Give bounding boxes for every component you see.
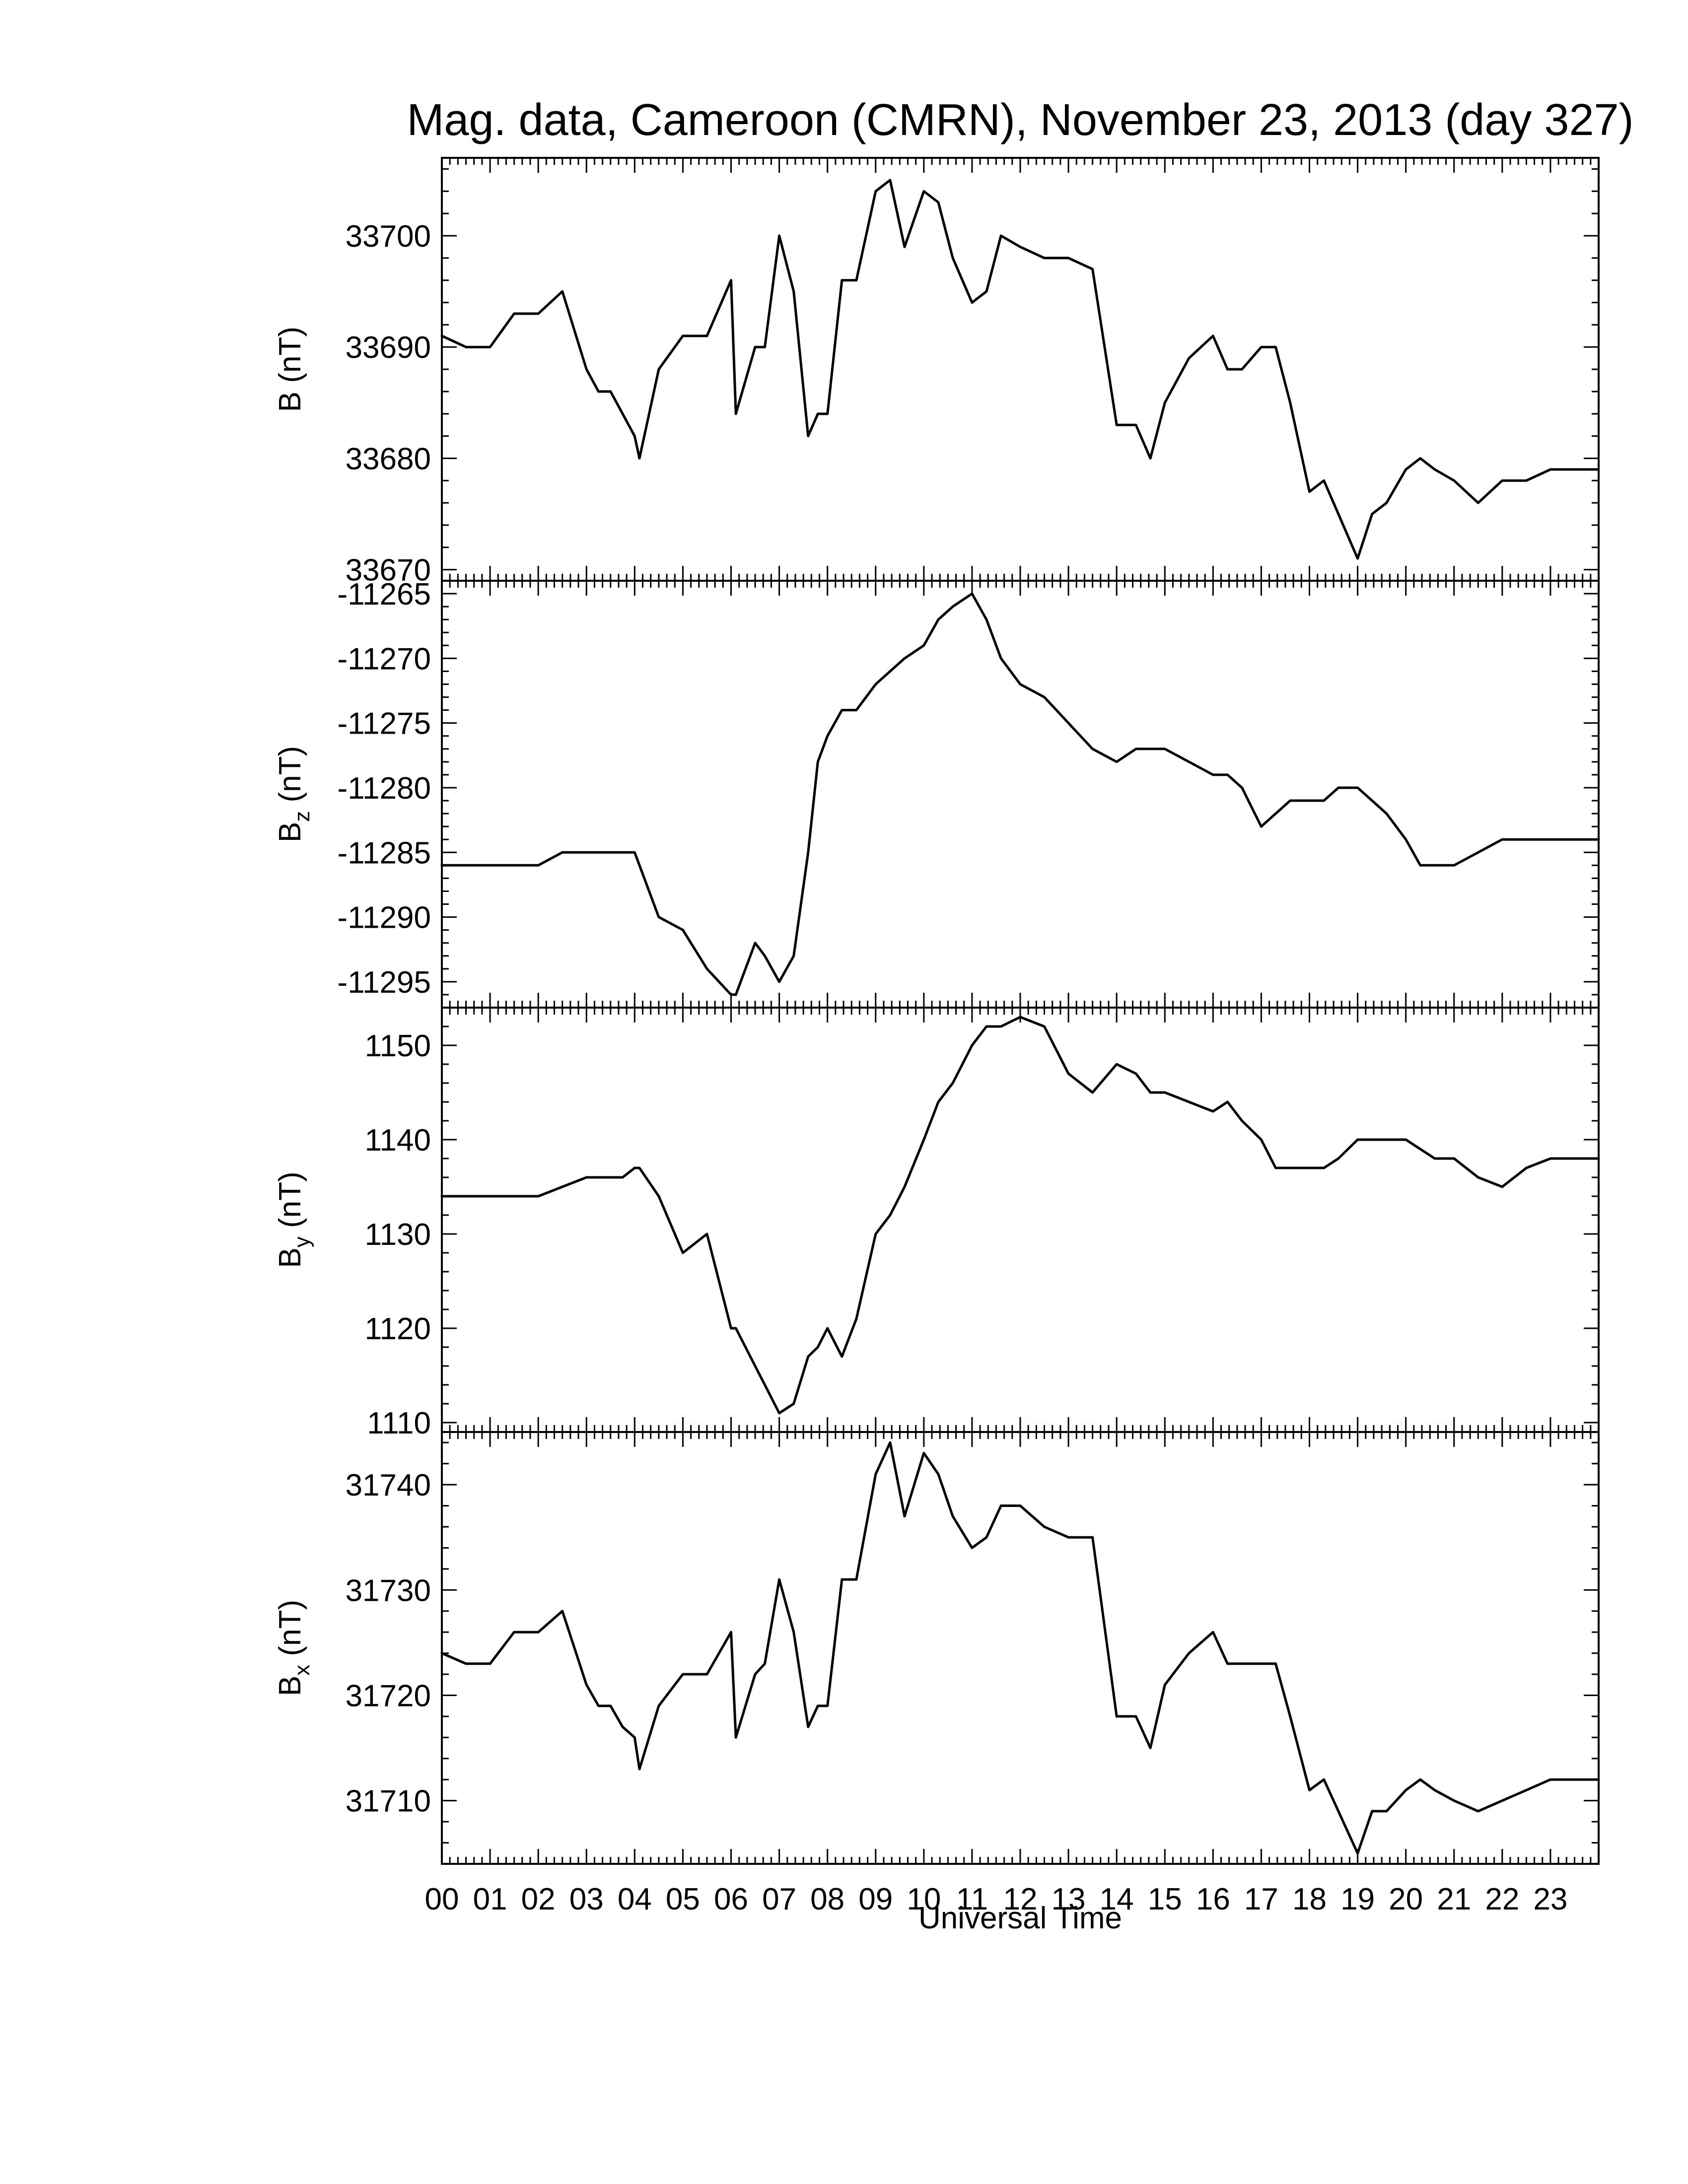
x-tick-label: 16 bbox=[1196, 1882, 1230, 1916]
x-tick-label: 05 bbox=[666, 1882, 700, 1916]
y-tick-label: 33690 bbox=[346, 331, 431, 365]
y-tick-label: 1140 bbox=[365, 1123, 431, 1158]
y-tick-label: 1110 bbox=[367, 1406, 431, 1440]
x-tick-label: 09 bbox=[858, 1882, 893, 1916]
y-tick-label: -11265 bbox=[338, 577, 431, 612]
x-tick-label: 13 bbox=[1052, 1882, 1086, 1916]
y-axis-title: B (nT) bbox=[273, 327, 307, 412]
x-axis-tick-labels: 00 01 02 03 04 05 06 07 08 09 10 11 12 13 14 15 16 17 18 19… bbox=[425, 1882, 1568, 1916]
panel-bx: 31710 31720 31730 31740 Bx (nT) bbox=[273, 1431, 1600, 1865]
y-tick-label: 31710 bbox=[346, 1784, 431, 1819]
x-tick-label: 22 bbox=[1485, 1882, 1519, 1916]
y-axis-title: Bz (nT) bbox=[273, 746, 314, 842]
y-tick-label: 33700 bbox=[346, 219, 431, 254]
y-tick-label: 31720 bbox=[346, 1679, 431, 1713]
x-tick-label: 10 bbox=[907, 1882, 941, 1916]
x-tick-label: 20 bbox=[1389, 1882, 1423, 1916]
y-tick-label: -11290 bbox=[338, 901, 431, 935]
series-line-bz bbox=[440, 592, 1600, 996]
y-tick-label: -11275 bbox=[338, 707, 431, 741]
y-tick-label: 33670 bbox=[346, 553, 431, 588]
x-tick-label: 02 bbox=[521, 1882, 556, 1916]
x-tick-label: 04 bbox=[618, 1882, 652, 1916]
y-tick-label: 1150 bbox=[365, 1029, 431, 1063]
panel-frame bbox=[441, 157, 1600, 582]
y-tick-label: -11285 bbox=[338, 836, 431, 870]
x-tick-label: 15 bbox=[1148, 1882, 1182, 1916]
x-tick-label: 01 bbox=[473, 1882, 507, 1916]
panel-b: 33670 33680 33690 33700 B (nT) bbox=[273, 157, 1600, 588]
x-tick-label: 21 bbox=[1437, 1882, 1471, 1916]
series-line-b bbox=[440, 179, 1600, 560]
x-tick-label: 19 bbox=[1340, 1882, 1375, 1916]
x-tick-label: 18 bbox=[1292, 1882, 1327, 1916]
x-tick-label: 23 bbox=[1533, 1882, 1567, 1916]
y-axis-title: By (nT) bbox=[273, 1171, 314, 1268]
x-tick-label: 14 bbox=[1100, 1882, 1134, 1916]
panel-frame bbox=[441, 580, 1600, 1009]
panel-frame bbox=[441, 1431, 1600, 1865]
panel-by: 1110 1120 1130 1140 1150 By (nT) bbox=[273, 1007, 1600, 1440]
y-tick-label: 31740 bbox=[346, 1468, 431, 1502]
series-line-by bbox=[440, 1016, 1600, 1415]
x-tick-label: 08 bbox=[810, 1882, 844, 1916]
y-axis-title: Bx (nT) bbox=[273, 1600, 314, 1696]
y-tick-label: 31730 bbox=[346, 1573, 431, 1608]
y-tick-label: 1120 bbox=[365, 1312, 431, 1346]
x-tick-label: 07 bbox=[762, 1882, 796, 1916]
panel-frame bbox=[441, 1007, 1600, 1433]
x-axis-title: Universal Time bbox=[918, 1901, 1122, 1935]
y-tick-label: -11295 bbox=[338, 965, 431, 1000]
chart-title: Mag. data, Cameroon (CMRN), November 23,… bbox=[407, 95, 1633, 145]
y-tick-label: -11280 bbox=[338, 771, 431, 806]
x-tick-label: 06 bbox=[714, 1882, 748, 1916]
x-tick-label: 03 bbox=[569, 1882, 604, 1916]
x-tick-label: 12 bbox=[1003, 1882, 1038, 1916]
series-line-bx bbox=[440, 1441, 1600, 1855]
x-tick-label: 17 bbox=[1244, 1882, 1278, 1916]
y-tick-label: 1130 bbox=[365, 1218, 431, 1252]
x-tick-label: 00 bbox=[425, 1882, 459, 1916]
x-tick-label: 11 bbox=[956, 1882, 988, 1916]
panel-bz: -11295 -11290 -11285 -11280 -11275 -11270 -112… bbox=[273, 577, 1600, 1009]
y-tick-label: -11270 bbox=[338, 642, 431, 676]
y-tick-label: 33680 bbox=[346, 442, 431, 476]
